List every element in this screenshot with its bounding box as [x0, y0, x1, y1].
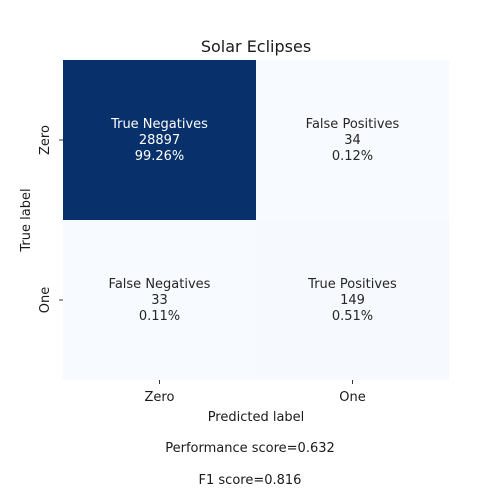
- cell-name-label: False Positives: [306, 117, 400, 132]
- cell-percent-label: 0.12%: [332, 149, 373, 164]
- heatmap-cell: [256, 60, 449, 220]
- x-axis-label: Predicted label: [208, 410, 305, 425]
- cell-count-label: 28897: [139, 133, 180, 148]
- cell-count-label: 149: [340, 293, 365, 308]
- heatmap-cell: [256, 220, 449, 380]
- cell-name-label: False Negatives: [109, 277, 211, 292]
- y-tick-label: One: [38, 287, 53, 313]
- cell-percent-label: 99.26%: [135, 149, 185, 164]
- cell-percent-label: 0.51%: [332, 309, 373, 324]
- cell-name-label: True Positives: [307, 277, 397, 292]
- cell-name-label: True Negatives: [110, 117, 208, 132]
- heatmap-cell: [63, 60, 256, 220]
- heatmap-cell: [63, 220, 256, 380]
- chart-title: Solar Eclipses: [201, 37, 311, 56]
- cell-count-label: 33: [151, 293, 168, 308]
- x-tick-label: One: [339, 390, 365, 405]
- cell-count-label: 34: [344, 133, 361, 148]
- y-tick-label: Zero: [38, 125, 53, 155]
- x-tick-label: Zero: [145, 390, 175, 405]
- y-axis-label: True label: [19, 188, 34, 252]
- f1-score: F1 score=0.816: [198, 473, 302, 488]
- performance-score: Performance score=0.632: [165, 441, 335, 456]
- cell-percent-label: 0.11%: [139, 309, 180, 324]
